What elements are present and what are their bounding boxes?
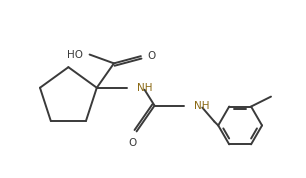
Text: HO: HO	[67, 49, 83, 59]
Text: NH: NH	[136, 83, 152, 93]
Text: O: O	[148, 51, 156, 61]
Text: O: O	[129, 138, 137, 148]
Text: NH: NH	[194, 101, 210, 111]
